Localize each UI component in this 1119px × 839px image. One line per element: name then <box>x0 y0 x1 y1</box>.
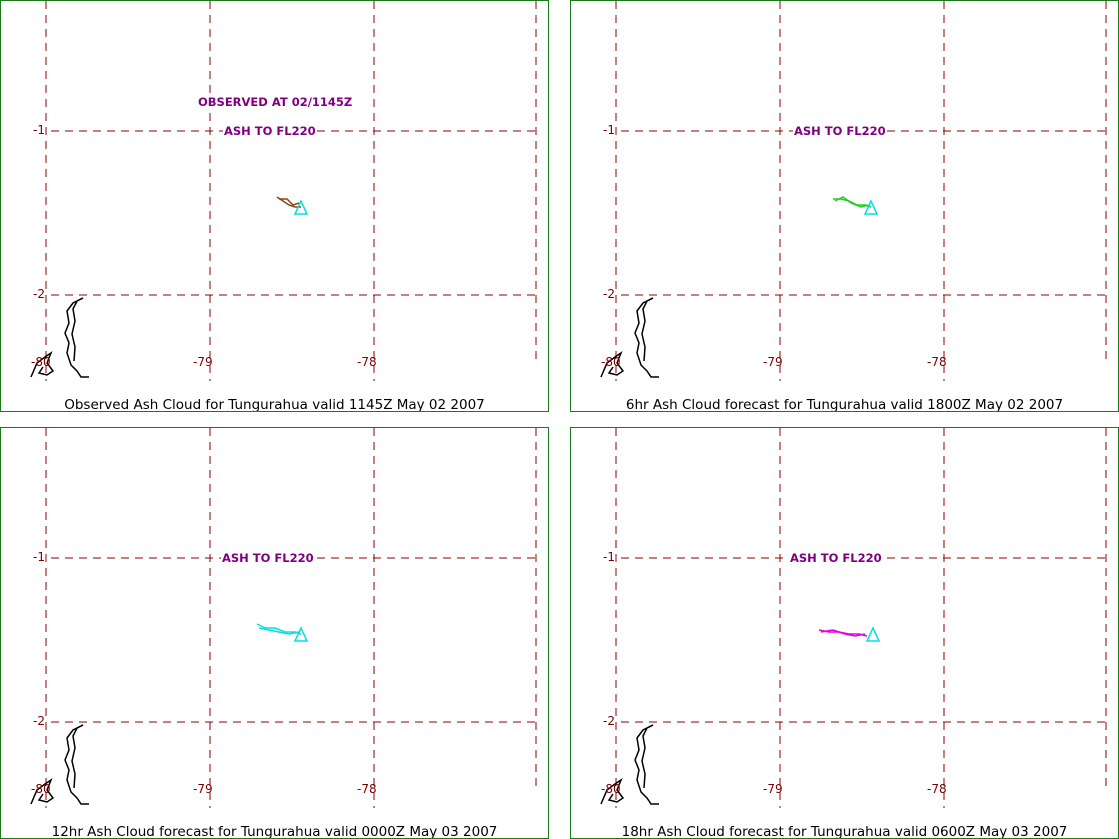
coastline <box>30 297 89 378</box>
lat-label-2: -2 <box>603 287 615 301</box>
lat-label-1: -1 <box>33 550 45 564</box>
annotation-ash-level: ASH TO FL220 <box>793 124 887 138</box>
lat-label-1: -1 <box>603 550 615 564</box>
ash-cloud <box>818 629 868 637</box>
map-panel-observed: -1 -2 -80 -79 -78 OBSERVED AT 02/1145Z A… <box>0 0 549 412</box>
panel-caption: Observed Ash Cloud for Tungurahua valid … <box>64 397 485 412</box>
panel-caption: 12hr Ash Cloud forecast for Tungurahua v… <box>51 824 498 839</box>
panel-caption: 6hr Ash Cloud forecast for Tungurahua va… <box>625 397 1064 412</box>
lon-label-80: -80 <box>31 355 51 369</box>
annotation-ash-level: ASH TO FL220 <box>223 124 317 138</box>
map-canvas <box>600 428 1111 808</box>
map-canvas <box>30 1 541 381</box>
volcano-marker <box>865 626 881 642</box>
annotation-ash-level: ASH TO FL220 <box>789 551 883 565</box>
map-panel-6hr: -1 -2 -80 -79 -78 ASH TO FL220 6hr Ash C… <box>570 0 1119 412</box>
lon-label-80: -80 <box>601 782 621 796</box>
map-canvas <box>600 1 1111 381</box>
graticule <box>615 428 1111 808</box>
lon-label-79: -79 <box>763 355 783 369</box>
panel-caption: 18hr Ash Cloud forecast for Tungurahua v… <box>621 824 1068 839</box>
graticule <box>615 1 1111 381</box>
map-canvas <box>30 428 541 808</box>
ash-cloud <box>256 623 302 635</box>
lon-label-79: -79 <box>193 355 213 369</box>
map-panel-18hr: -1 -2 -80 -79 -78 ASH TO FL220 18hr Ash … <box>570 427 1119 839</box>
coastline <box>30 724 89 805</box>
volcano-marker <box>863 199 879 215</box>
volcano-marker <box>293 199 309 215</box>
graticule <box>45 1 541 381</box>
graticule <box>45 428 541 808</box>
lon-label-78: -78 <box>357 782 377 796</box>
lat-label-2: -2 <box>33 714 45 728</box>
lon-label-79: -79 <box>193 782 213 796</box>
lat-label-1: -1 <box>603 123 615 137</box>
lon-label-80: -80 <box>601 355 621 369</box>
ash-cloud <box>833 196 872 208</box>
lat-label-2: -2 <box>33 287 45 301</box>
volcano-marker <box>293 626 309 642</box>
lon-label-78: -78 <box>927 782 947 796</box>
coastline <box>600 724 659 805</box>
lon-label-79: -79 <box>763 782 783 796</box>
lon-label-78: -78 <box>357 355 377 369</box>
ash-cloud <box>276 196 301 208</box>
coastline <box>600 297 659 378</box>
annotation-ash-level: ASH TO FL220 <box>221 551 315 565</box>
lat-label-2: -2 <box>603 714 615 728</box>
annotation-observed-time: OBSERVED AT 02/1145Z <box>197 95 354 109</box>
lon-label-78: -78 <box>927 355 947 369</box>
lon-label-80: -80 <box>31 782 51 796</box>
lat-label-1: -1 <box>33 123 45 137</box>
map-panel-12hr: -1 -2 -80 -79 -78 ASH TO FL220 12hr Ash … <box>0 427 549 839</box>
